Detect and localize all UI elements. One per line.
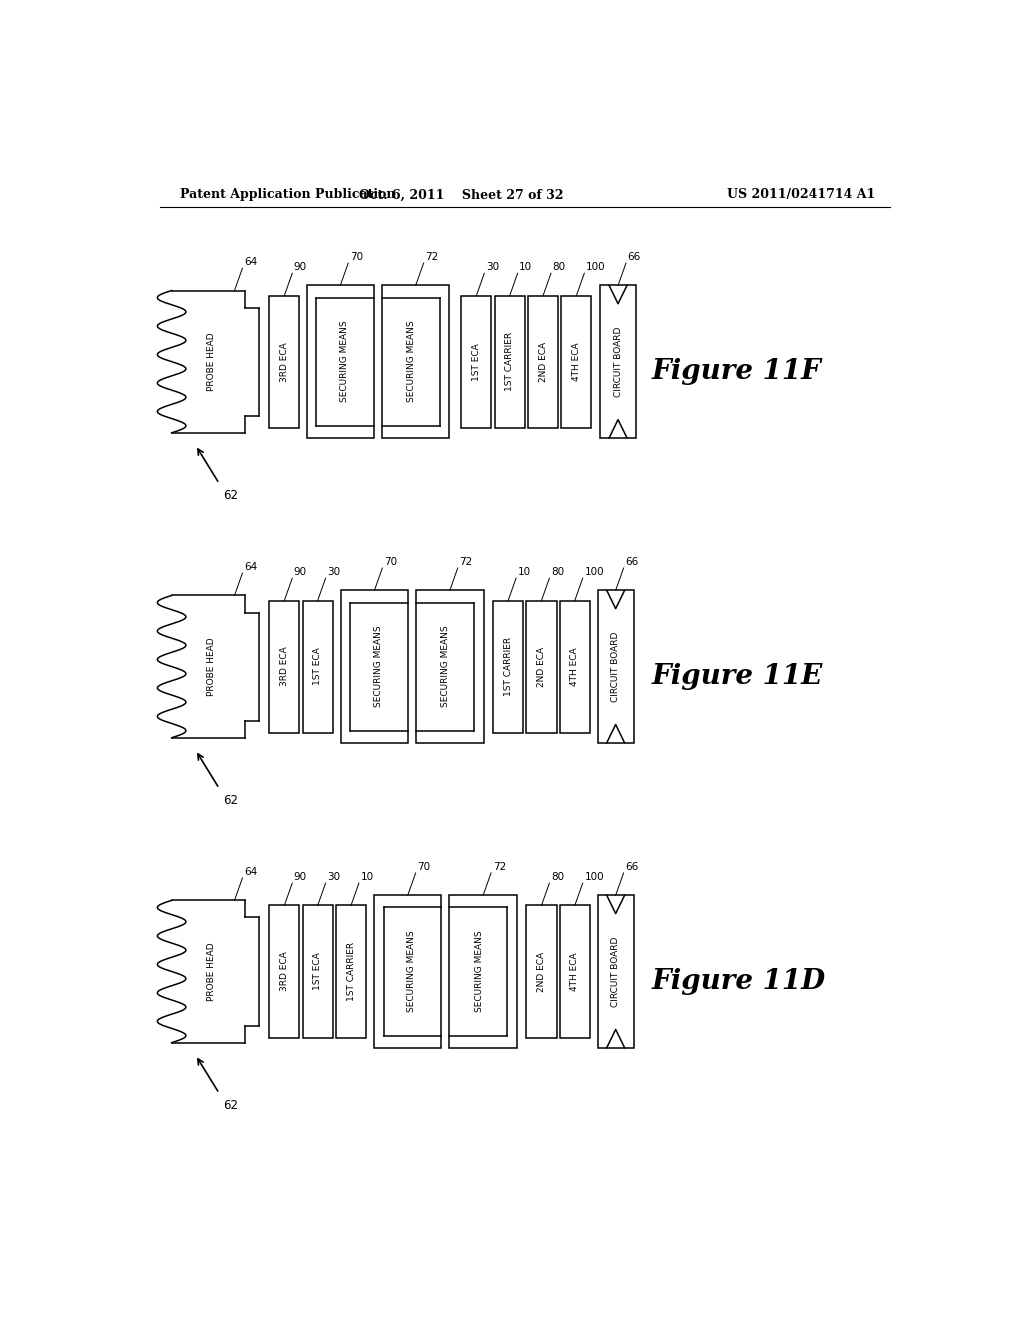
Text: CIRCUIT BOARD: CIRCUIT BOARD	[611, 631, 621, 702]
Text: 62: 62	[223, 793, 239, 807]
Text: 70: 70	[417, 862, 430, 873]
Text: SECURING MEANS: SECURING MEANS	[475, 931, 483, 1012]
Text: SECURING MEANS: SECURING MEANS	[408, 931, 416, 1012]
Bar	[450, 895, 517, 1048]
Text: 30: 30	[328, 568, 340, 577]
Text: Figure 11D: Figure 11D	[652, 968, 826, 995]
Text: 64: 64	[244, 867, 257, 876]
Text: 2ND ECA: 2ND ECA	[537, 647, 546, 686]
Text: SECURING MEANS: SECURING MEANS	[441, 626, 451, 708]
Text: 80: 80	[551, 568, 564, 577]
Text: 1ST CARRIER: 1ST CARRIER	[505, 333, 514, 391]
Text: 4TH ECA: 4TH ECA	[570, 647, 580, 686]
Bar	[374, 895, 441, 1048]
Text: Oct. 6, 2011    Sheet 27 of 32: Oct. 6, 2011 Sheet 27 of 32	[359, 189, 563, 202]
Text: 1ST ECA: 1ST ECA	[472, 343, 481, 380]
Bar	[341, 590, 409, 743]
Bar	[269, 601, 299, 733]
Bar	[303, 906, 333, 1038]
Text: 1ST ECA: 1ST ECA	[313, 953, 323, 990]
Text: SECURING MEANS: SECURING MEANS	[340, 321, 349, 403]
Text: CIRCUIT BOARD: CIRCUIT BOARD	[611, 936, 621, 1007]
Text: 4TH ECA: 4TH ECA	[571, 342, 581, 381]
Bar	[269, 906, 299, 1038]
Text: 62: 62	[223, 488, 239, 502]
Bar	[526, 906, 557, 1038]
Bar	[382, 285, 450, 438]
Text: 70: 70	[350, 252, 362, 263]
Bar	[495, 296, 525, 428]
Text: 66: 66	[626, 557, 638, 568]
Bar	[494, 601, 523, 733]
Bar	[560, 601, 590, 733]
Text: 1ST ECA: 1ST ECA	[313, 648, 323, 685]
Text: 64: 64	[244, 257, 257, 267]
Text: PROBE HEAD: PROBE HEAD	[207, 333, 216, 391]
Text: 90: 90	[294, 873, 307, 882]
Text: 30: 30	[328, 873, 340, 882]
Text: 2ND ECA: 2ND ECA	[537, 952, 546, 991]
Text: 3RD ECA: 3RD ECA	[280, 342, 289, 381]
Text: 2ND ECA: 2ND ECA	[539, 342, 548, 381]
Bar	[461, 296, 492, 428]
Text: 90: 90	[294, 568, 307, 577]
Bar	[600, 285, 636, 438]
Bar	[561, 296, 592, 428]
Text: PROBE HEAD: PROBE HEAD	[207, 638, 216, 696]
Text: 10: 10	[518, 568, 530, 577]
Text: SECURING MEANS: SECURING MEANS	[408, 321, 416, 403]
Text: 3RD ECA: 3RD ECA	[280, 952, 289, 991]
Bar	[303, 601, 333, 733]
Text: 66: 66	[628, 252, 641, 263]
Text: SECURING MEANS: SECURING MEANS	[374, 626, 383, 708]
Text: 90: 90	[294, 263, 307, 272]
Text: 4TH ECA: 4TH ECA	[570, 952, 580, 991]
Text: 62: 62	[223, 1098, 239, 1111]
Bar	[528, 296, 558, 428]
Text: 100: 100	[585, 873, 604, 882]
Bar	[526, 601, 557, 733]
Text: 30: 30	[486, 263, 499, 272]
Text: 66: 66	[626, 862, 638, 873]
Text: 10: 10	[360, 873, 374, 882]
Bar	[598, 590, 634, 743]
Text: 100: 100	[586, 263, 605, 272]
Bar	[336, 906, 367, 1038]
Text: 100: 100	[585, 568, 604, 577]
Bar	[416, 590, 483, 743]
Text: 70: 70	[384, 557, 397, 568]
Text: 64: 64	[244, 562, 257, 572]
Bar	[560, 906, 590, 1038]
Bar	[269, 296, 299, 428]
Text: 72: 72	[425, 252, 438, 263]
Text: PROBE HEAD: PROBE HEAD	[207, 942, 216, 1001]
Text: Patent Application Publication: Patent Application Publication	[179, 189, 395, 202]
Text: 1ST CARRIER: 1ST CARRIER	[504, 638, 513, 696]
Text: 72: 72	[493, 862, 506, 873]
Text: 3RD ECA: 3RD ECA	[280, 647, 289, 686]
Text: 10: 10	[519, 263, 532, 272]
Text: 80: 80	[551, 873, 564, 882]
Text: Figure 11F: Figure 11F	[652, 358, 821, 385]
Text: 1ST CARRIER: 1ST CARRIER	[346, 942, 355, 1001]
Text: Figure 11E: Figure 11E	[652, 663, 823, 690]
Bar	[306, 285, 374, 438]
Text: US 2011/0241714 A1: US 2011/0241714 A1	[727, 189, 876, 202]
Text: 72: 72	[460, 557, 473, 568]
Bar	[598, 895, 634, 1048]
Text: CIRCUIT BOARD: CIRCUIT BOARD	[613, 326, 623, 397]
Text: 80: 80	[553, 263, 565, 272]
